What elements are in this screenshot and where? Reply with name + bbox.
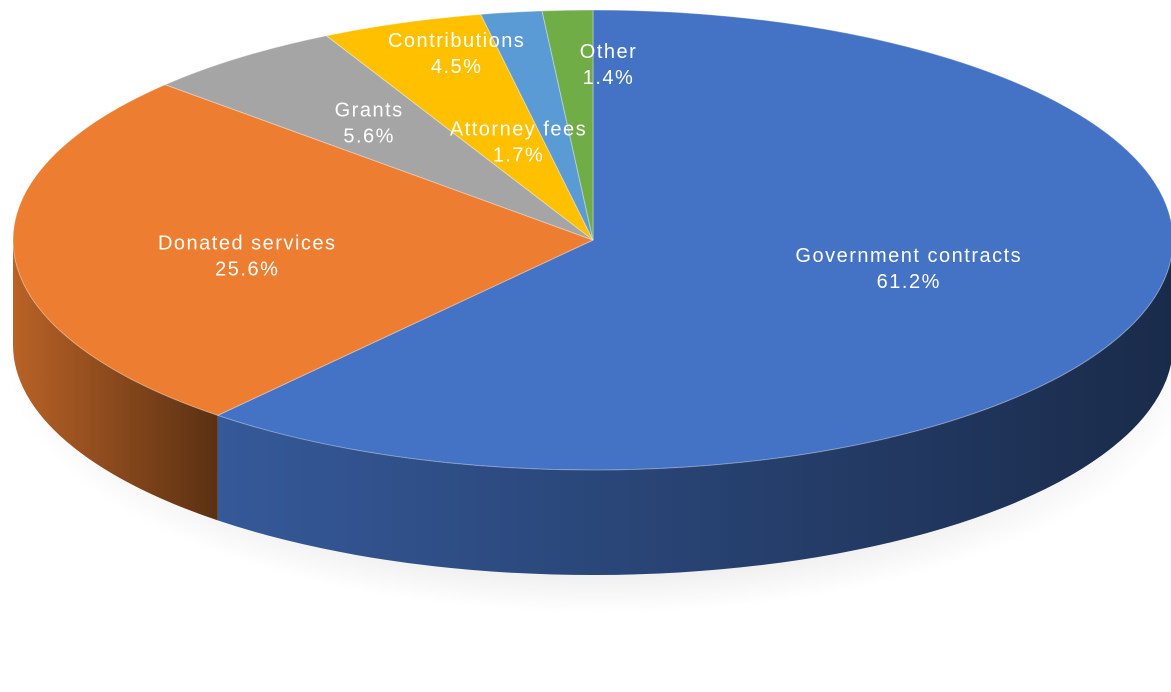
data-label-value-other: 1.4% — [583, 67, 635, 89]
pie-sides — [13, 240, 1171, 575]
data-label-value-attorney-fees: 1.7% — [493, 145, 545, 167]
pie-slice-donated-services — [12, 84, 595, 416]
data-label-other: Other — [580, 41, 638, 63]
pie-slice-other — [541, 9, 594, 241]
pie-slice-grants — [163, 35, 594, 241]
pie-side-government-contracts — [217, 258, 1171, 575]
data-label-value-donated-services: 25.6% — [215, 258, 279, 280]
data-label-government-contracts: Government contracts — [795, 245, 1022, 267]
pie-labels: Government contracts 61.2% Donated service… — [158, 30, 1022, 293]
data-label-donated-services: Donated services — [158, 232, 337, 254]
data-label-value-contributions: 4.5% — [431, 56, 483, 78]
data-label-contributions: Contributions — [388, 30, 525, 52]
pie-slice-contributions — [325, 13, 594, 241]
data-label-attorney-fees: Attorney fees — [450, 119, 587, 141]
data-label-grants: Grants — [335, 100, 404, 122]
pie-slice-attorney-fees — [479, 10, 594, 241]
pie-side-donated-services — [13, 240, 218, 521]
data-label-value-grants: 5.6% — [343, 126, 395, 148]
pie-slice-government-contracts — [216, 9, 1171, 471]
pie-top — [12, 9, 1171, 471]
data-label-value-government-contracts: 61.2% — [877, 271, 941, 293]
